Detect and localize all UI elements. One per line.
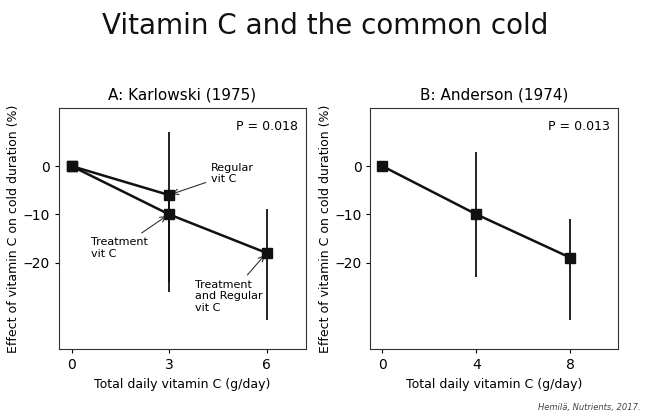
Text: Treatment
and Regular
vit C: Treatment and Regular vit C — [195, 256, 264, 313]
Text: P = 0.013: P = 0.013 — [548, 120, 610, 133]
Y-axis label: Effect of vitamin C on cold duration (%): Effect of vitamin C on cold duration (%) — [319, 104, 332, 353]
Text: Vitamin C and the common cold: Vitamin C and the common cold — [102, 12, 548, 40]
Y-axis label: Effect of vitamin C on cold duration (%): Effect of vitamin C on cold duration (%) — [7, 104, 20, 353]
Title: B: Anderson (1974): B: Anderson (1974) — [420, 88, 568, 103]
X-axis label: Total daily vitamin C (g/day): Total daily vitamin C (g/day) — [94, 378, 270, 391]
Title: A: Karlowski (1975): A: Karlowski (1975) — [108, 88, 256, 103]
X-axis label: Total daily vitamin C (g/day): Total daily vitamin C (g/day) — [406, 378, 582, 391]
Text: Treatment
vit C: Treatment vit C — [91, 217, 166, 259]
Text: P = 0.018: P = 0.018 — [236, 120, 298, 133]
Text: Hemilä, Nutrients, 2017.: Hemilä, Nutrients, 2017. — [538, 403, 640, 412]
Text: Regular
vit C: Regular vit C — [173, 163, 254, 195]
